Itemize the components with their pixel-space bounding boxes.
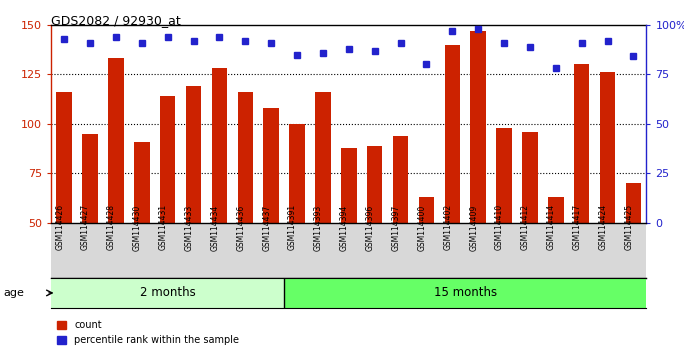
Bar: [471, 31, 486, 322]
Bar: [51, 278, 284, 308]
Text: GSM114391: GSM114391: [288, 204, 297, 251]
Text: GSM114402: GSM114402: [443, 204, 452, 251]
Text: GSM114433: GSM114433: [185, 204, 194, 251]
Text: 15 months: 15 months: [434, 286, 497, 299]
Text: GSM114425: GSM114425: [624, 204, 633, 251]
Bar: [284, 278, 646, 308]
Bar: [393, 136, 408, 322]
Bar: [134, 142, 150, 322]
Text: GSM114436: GSM114436: [237, 204, 246, 251]
Bar: [289, 124, 305, 322]
Bar: [57, 92, 72, 322]
Bar: [82, 134, 98, 322]
Text: GDS2082 / 92930_at: GDS2082 / 92930_at: [51, 14, 181, 27]
Text: GSM114430: GSM114430: [133, 204, 142, 251]
Text: GSM114427: GSM114427: [81, 204, 90, 251]
Text: GSM114437: GSM114437: [262, 204, 272, 251]
Bar: [186, 86, 201, 322]
Text: GSM114393: GSM114393: [314, 204, 323, 251]
Text: GSM114409: GSM114409: [469, 204, 478, 251]
Text: GSM114394: GSM114394: [340, 204, 349, 251]
Text: GSM114424: GSM114424: [598, 204, 607, 251]
Bar: [315, 92, 331, 322]
Bar: [212, 68, 227, 322]
Bar: [522, 132, 538, 322]
Bar: [419, 197, 434, 322]
Text: GSM114397: GSM114397: [391, 204, 401, 251]
Text: GSM114417: GSM114417: [573, 204, 581, 251]
Bar: [108, 58, 124, 322]
Text: GSM114396: GSM114396: [366, 204, 375, 251]
Text: GSM114410: GSM114410: [495, 204, 504, 251]
Text: GSM114428: GSM114428: [107, 204, 116, 250]
Text: age: age: [3, 288, 25, 298]
Bar: [263, 108, 279, 322]
Bar: [341, 148, 356, 322]
Text: GSM114431: GSM114431: [159, 204, 168, 251]
Bar: [574, 64, 590, 322]
Bar: [548, 197, 564, 322]
Text: GSM114412: GSM114412: [521, 204, 530, 250]
Text: 2 months: 2 months: [140, 286, 196, 299]
Text: GSM114434: GSM114434: [211, 204, 220, 251]
Legend: count, percentile rank within the sample: count, percentile rank within the sample: [53, 316, 243, 349]
Bar: [160, 96, 176, 322]
Text: GSM114400: GSM114400: [417, 204, 426, 251]
Bar: [445, 45, 460, 322]
Text: GSM114426: GSM114426: [55, 204, 64, 251]
Bar: [626, 183, 641, 322]
Bar: [497, 128, 512, 322]
Bar: [237, 92, 253, 322]
Bar: [600, 72, 616, 322]
Bar: [367, 146, 382, 322]
Text: GSM114414: GSM114414: [547, 204, 556, 251]
